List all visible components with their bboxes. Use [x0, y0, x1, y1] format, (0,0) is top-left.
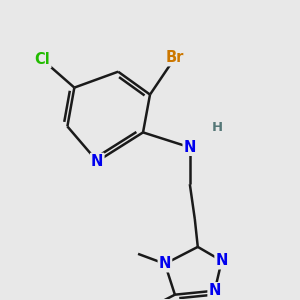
Text: H: H [212, 121, 223, 134]
Text: N: N [184, 140, 196, 155]
Text: Cl: Cl [34, 52, 50, 67]
Text: N: N [159, 256, 171, 271]
Text: N: N [91, 154, 103, 169]
Text: N: N [215, 253, 228, 268]
Text: N: N [208, 283, 221, 298]
Text: Br: Br [166, 50, 184, 65]
